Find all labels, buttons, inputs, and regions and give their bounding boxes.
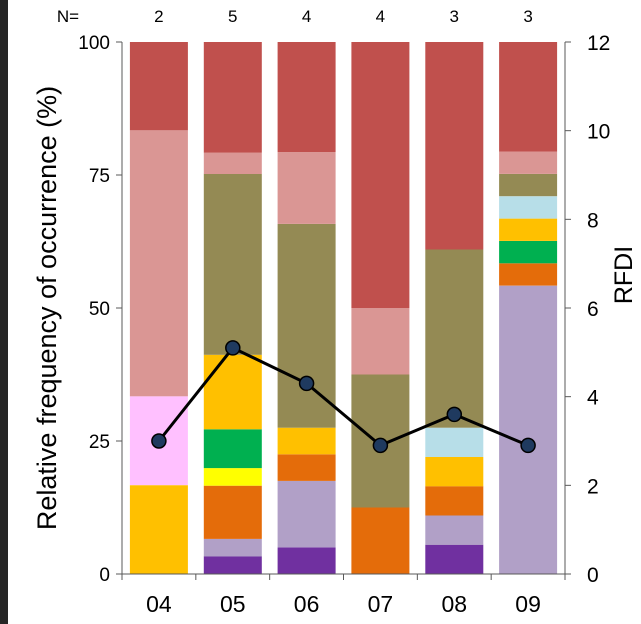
rfdi-line-layer: [151, 340, 536, 454]
bar-segment-06-3: [277, 427, 336, 455]
bar-segment-04-0: [129, 485, 188, 574]
x-tick-label: 04: [146, 591, 172, 617]
y2-tick-label: 2: [587, 475, 599, 498]
bar-segment-06-5: [277, 152, 336, 224]
rfdi-point-06: [298, 375, 315, 392]
bar-segment-04-2: [129, 130, 188, 397]
bar-segment-05-2: [203, 485, 262, 539]
y-tick-label: 100: [78, 33, 110, 54]
rfdi-point-08: [446, 406, 463, 423]
x-tick-label: 05: [220, 591, 246, 617]
n-prefix-label: N=: [57, 7, 79, 26]
bar-segment-08-3: [425, 457, 484, 487]
bar-segment-08-0: [425, 544, 484, 574]
y2-tick-label: 4: [587, 387, 599, 410]
bar-segment-06-0: [277, 547, 336, 574]
y2-tick-label: 10: [587, 121, 610, 144]
rfdi-point-09: [520, 437, 536, 454]
y-axis-title: Relative frequency of occurrence (%): [32, 86, 62, 530]
y2-axis-title: RFDI: [610, 246, 638, 304]
x-tick-label: 09: [515, 591, 541, 617]
y2-tick-label: 6: [587, 298, 599, 321]
bar-segment-09-2: [499, 241, 558, 264]
bar-segment-05-1: [203, 538, 262, 557]
rfdi-point-04: [151, 433, 167, 449]
x-tick-label: 06: [294, 591, 320, 617]
rfdi-line: [157, 346, 529, 448]
y-tick-label: 75: [89, 166, 110, 187]
bar-segment-05-6: [203, 173, 262, 355]
y2-tick-label: 0: [587, 564, 599, 587]
bar-segment-05-4: [203, 429, 262, 469]
bar-segment-09-0: [499, 285, 558, 574]
x-tick-label: 07: [368, 591, 394, 617]
n-value-label: 3: [523, 7, 532, 26]
bar-segment-09-6: [499, 151, 558, 174]
bar-segment-09-5: [499, 173, 558, 197]
y-tick-label: 50: [89, 299, 110, 320]
bar-segment-07-2: [351, 308, 410, 375]
n-value-label: 3: [450, 7, 459, 26]
bar-segment-09-4: [499, 196, 558, 219]
bar-segment-08-5: [425, 249, 484, 428]
n-value-label: 4: [302, 7, 311, 26]
bar-segment-07-0: [351, 507, 410, 574]
y-tick-label: 25: [89, 432, 110, 453]
rfdi-point-07: [372, 437, 389, 454]
bar-segment-09-1: [499, 263, 558, 286]
bar-segment-06-4: [277, 223, 336, 428]
y-tick-label: 0: [99, 565, 110, 586]
bar-segment-06-1: [277, 480, 336, 548]
bar-segment-04-3: [129, 42, 188, 131]
bar-segment-05-3: [203, 468, 262, 486]
bar-segment-05-0: [203, 556, 262, 574]
bar-segment-09-3: [499, 218, 558, 241]
bar-segment-08-4: [425, 427, 484, 457]
bar-segment-07-3: [351, 42, 410, 308]
y2-tick-label: 12: [587, 32, 610, 55]
bar-segment-08-6: [425, 42, 484, 250]
n-value-label: 4: [376, 7, 385, 26]
bar-segment-05-5: [203, 354, 262, 430]
bar-segment-05-8: [203, 42, 262, 153]
x-tick-label: 08: [441, 591, 467, 617]
bar-segment-06-6: [277, 42, 336, 153]
y2-tick-label: 8: [587, 209, 599, 232]
bar-segment-08-2: [425, 486, 484, 516]
axes-layer: [116, 41, 571, 580]
n-value-label: 2: [154, 7, 163, 26]
n-value-label: 5: [228, 7, 237, 26]
bar-segment-08-1: [425, 515, 484, 545]
bar-segment-06-2: [277, 454, 336, 481]
bar-segment-09-7: [499, 42, 558, 152]
bars-layer: [129, 42, 558, 574]
bar-segment-05-7: [203, 152, 262, 174]
rfdi-point-05: [225, 340, 241, 356]
